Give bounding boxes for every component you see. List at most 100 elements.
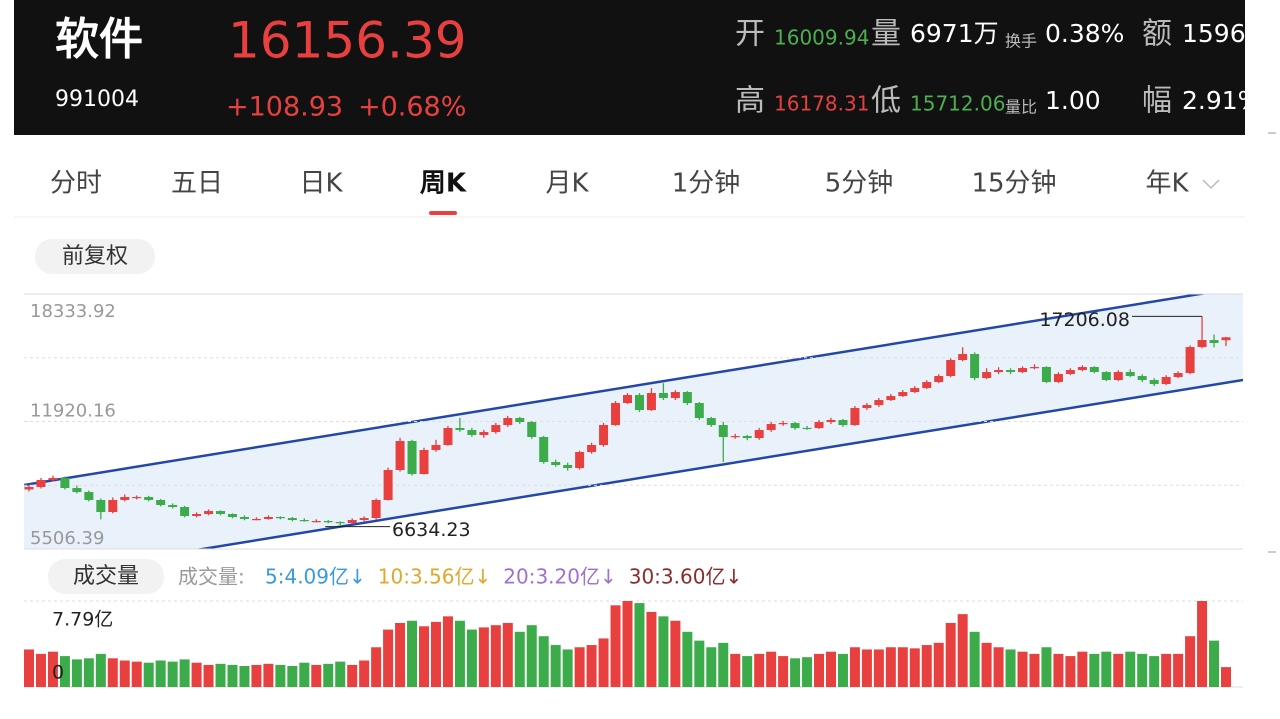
candle-body [383,470,393,501]
stat-value: 6971万 [910,19,999,48]
candle-body [36,480,46,488]
candle-body [694,403,704,419]
volume-bar [825,651,836,687]
candle-body [551,462,561,466]
tab[interactable]: 分时 [50,169,102,199]
stat-label: 量 [871,17,901,52]
stat-label: 换手 [1005,32,1037,51]
candle-body [443,428,453,446]
candle-body [718,425,728,438]
candle-body [1077,367,1087,371]
stat-value: 16178.31 [774,92,869,116]
candle-body [239,517,249,520]
volume-bar [897,647,908,687]
tab[interactable]: 五日 [171,169,223,199]
volume-bar [1197,601,1208,687]
volume-bar [1173,653,1184,687]
stock-code: 991004 [55,87,139,112]
volume-bar [275,664,286,687]
volume-bar [179,659,190,687]
adjust-pill[interactable] [35,239,155,274]
volume-bar [251,664,262,687]
candle-body [634,395,644,411]
volume-bar [47,651,58,687]
volume-bar [167,661,178,687]
stat-label: 低 [871,84,901,119]
tab[interactable]: 周K [420,169,467,199]
tab[interactable]: 1分钟 [672,169,741,199]
volume-bar [107,658,118,687]
candle-body [1053,374,1063,383]
adjust-label[interactable]: 前复权 [62,244,128,269]
volume-bar [670,620,681,687]
candle-body [491,425,501,433]
candle-body [479,432,489,436]
candle-body [48,478,58,481]
volume-bar [59,656,70,687]
candle-body [922,382,932,389]
candle-body [311,521,321,523]
candle-body [886,396,896,401]
volume-bar [155,660,166,687]
tab[interactable]: 15分钟 [971,169,1056,199]
volume-bar [395,622,406,687]
volume-bar [658,616,669,687]
volume-bar [95,653,106,687]
stock-name: 软件 [55,14,143,65]
candle-body [1185,347,1195,374]
candle-body [682,392,692,404]
candle-body [982,372,992,379]
volume-bar [1029,653,1040,687]
candle-body [527,422,537,438]
volume-bar [849,647,860,687]
candle-body [347,520,357,524]
volume-bar [1053,653,1064,687]
volume-bar [287,666,298,687]
candle-body [227,514,237,518]
volume-bar [921,645,932,687]
candle-body [575,452,585,469]
candle-body [1137,376,1147,381]
volume-bar [1077,651,1088,687]
volume-bar [778,656,789,687]
volume-bar [299,662,310,687]
ma-value: 5:4.09亿↓ [265,565,366,589]
volume-bar [131,661,142,687]
side-strip [1245,0,1280,715]
volume-bar [359,660,370,687]
y-tick-label: 11920.16 [30,400,116,421]
candle-body [407,441,417,475]
volume-bar [562,649,573,687]
candle-body [323,521,333,523]
volume-pill [48,559,164,594]
stat-value: 0.38% [1045,19,1124,48]
tab[interactable]: 月K [545,169,589,199]
volume-bar [490,625,501,687]
candle-body [934,376,944,383]
channel-lower [194,378,1243,549]
candle-body [623,395,632,404]
candle-body [1125,372,1135,377]
candle-body [467,430,477,436]
volume-bar [514,631,525,687]
volume-bar [71,659,82,687]
tab[interactable]: 年K [1145,169,1189,199]
stat-value: 16009.94 [774,26,869,50]
tab[interactable]: 5分钟 [825,169,894,199]
volume-bar [263,663,274,687]
candle-body [838,420,848,426]
volume-bar [1101,651,1112,687]
candle-body [1089,367,1099,373]
volume-bar [478,627,489,687]
candle-body [1209,340,1219,344]
volume-bar [694,640,705,687]
volume-bar [227,664,238,687]
tab-underline [429,211,457,215]
candle-body [275,517,285,519]
tab[interactable]: 日K [299,169,343,199]
candle-body [144,497,154,501]
volume-bar [885,647,896,687]
candle-body [96,500,106,513]
candle-body [359,518,369,521]
